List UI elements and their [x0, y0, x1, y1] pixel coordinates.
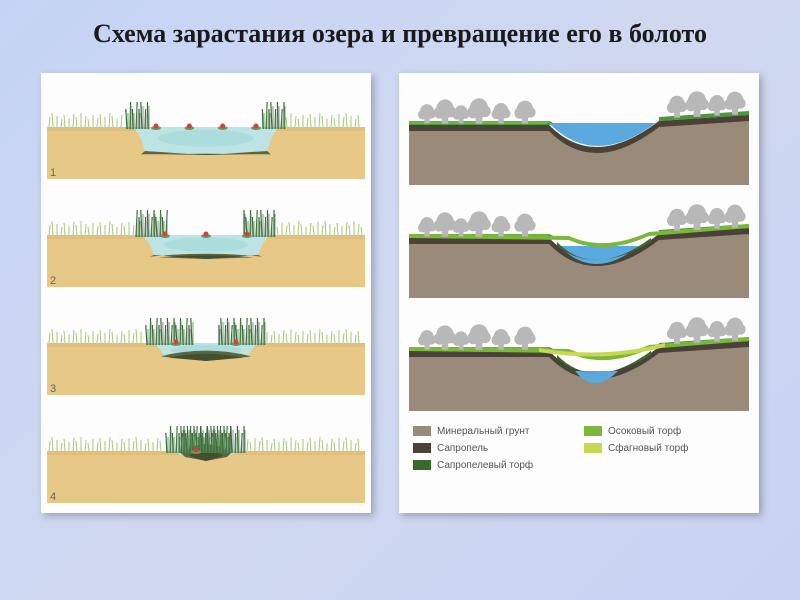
profile-stage — [409, 311, 749, 416]
legend: Минеральный грунт Осоковый торф Сапропель С… — [409, 426, 749, 471]
lake-stage: 4 — [47, 403, 365, 506]
page-title: Схема зарастания озера и превращение его… — [28, 18, 772, 51]
profile-stage — [409, 198, 749, 303]
legend-item: Минеральный грунт — [413, 426, 574, 437]
legend-label: Сапропелевый торф — [437, 460, 533, 471]
legend-swatch — [413, 443, 431, 453]
legend-swatch — [413, 460, 431, 470]
legend-swatch — [413, 426, 431, 436]
legend-item: Сапропель — [413, 443, 574, 454]
stage-number: 4 — [50, 491, 56, 503]
legend-item: Сапропелевый торф — [413, 460, 574, 471]
legend-label: Сапропель — [437, 443, 488, 454]
profile-stage — [409, 85, 749, 190]
lake-stage: 2 — [47, 187, 365, 290]
stage-number: 1 — [50, 167, 56, 179]
lake-stage: 3 — [47, 295, 365, 398]
legend-label: Минеральный грунт — [437, 426, 529, 437]
left-panel: 1 2 3 4 — [41, 73, 371, 513]
panels-container: 1 2 3 4 — [28, 73, 772, 513]
stage-number: 2 — [50, 275, 56, 287]
lake-stage: 1 — [47, 79, 365, 182]
legend-swatch — [584, 443, 602, 453]
right-panel: Минеральный грунт Осоковый торф Сапропель С… — [399, 73, 759, 513]
legend-item: Осоковый торф — [584, 426, 745, 437]
legend-label: Сфагновый торф — [608, 443, 688, 454]
stage-number: 3 — [50, 383, 56, 395]
legend-swatch — [584, 426, 602, 436]
legend-item: Сфагновый торф — [584, 443, 745, 454]
legend-label: Осоковый торф — [608, 426, 681, 437]
